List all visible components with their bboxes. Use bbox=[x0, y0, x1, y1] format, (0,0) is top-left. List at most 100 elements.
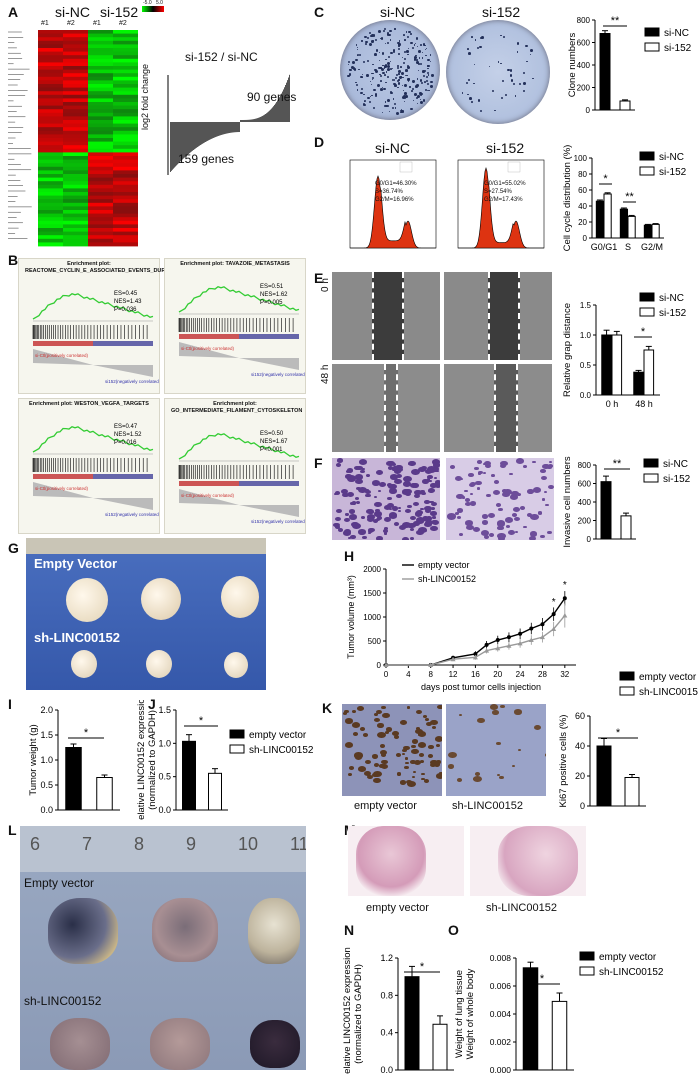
colony-dot bbox=[372, 106, 376, 109]
stained-cell bbox=[544, 503, 549, 507]
heatmap-cell bbox=[113, 109, 138, 114]
gsea-title: Enrichment plot: GO_INTERMEDIATE_FILAMEN… bbox=[171, 401, 303, 414]
fold-change-bar bbox=[191, 122, 192, 152]
colony-dot bbox=[474, 38, 477, 41]
stained-cell bbox=[456, 508, 464, 513]
colony-dot bbox=[416, 94, 420, 98]
colony-dot bbox=[429, 60, 432, 63]
heatmap-cell bbox=[88, 206, 113, 211]
colony-dot bbox=[356, 83, 359, 86]
stained-cell bbox=[416, 516, 425, 523]
heatmap-cell bbox=[63, 235, 88, 240]
stained-cell bbox=[526, 513, 532, 517]
colony-dot bbox=[406, 31, 408, 33]
heatmap-cell bbox=[113, 202, 138, 207]
colony-dot bbox=[471, 101, 473, 103]
stained-cell bbox=[362, 733, 368, 737]
fold-change-title: si-152 / si-NC bbox=[185, 50, 258, 64]
colony-dot bbox=[356, 46, 358, 48]
colony-dot bbox=[382, 71, 385, 74]
stained-cell bbox=[395, 753, 402, 758]
stained-cell bbox=[379, 750, 387, 756]
y-axis-label-2: (normalized to GAPDH) bbox=[353, 964, 364, 1064]
stained-cell bbox=[409, 516, 416, 521]
fold-change-bar bbox=[196, 122, 197, 148]
heatmap-cell bbox=[38, 148, 63, 153]
wound-bar-chart: 0.0 0.5 1.0 1.5 Relative grap distance 0 h 48 … bbox=[562, 292, 687, 409]
stained-cell bbox=[519, 506, 525, 510]
heatmap-cell bbox=[38, 210, 63, 214]
significance-mark: * bbox=[84, 727, 89, 739]
colony-dot bbox=[370, 40, 374, 44]
heatmap-cell bbox=[63, 148, 88, 153]
stained-cell bbox=[541, 463, 550, 470]
significance-mark: ** bbox=[625, 191, 634, 203]
stained-cell bbox=[410, 748, 419, 755]
heatmap-cell bbox=[38, 33, 63, 38]
heatmap-cell bbox=[63, 30, 88, 34]
stat-line: S=27.54% bbox=[484, 189, 512, 195]
y-axis-label: Relative LINC00152 expression bbox=[136, 700, 147, 820]
heatmap-cell bbox=[88, 116, 113, 121]
stained-cell bbox=[472, 526, 480, 532]
legend-swatch bbox=[644, 27, 660, 37]
stained-cell bbox=[493, 480, 499, 485]
y-tick-label: 2.0 bbox=[40, 705, 53, 715]
heatmap-cell bbox=[113, 206, 138, 211]
heatmap-cell bbox=[113, 102, 138, 106]
fold-change-bar bbox=[244, 119, 245, 122]
stained-cell bbox=[344, 532, 348, 535]
heatmap-cell bbox=[113, 62, 138, 67]
bar bbox=[620, 515, 632, 540]
data-point bbox=[495, 645, 501, 651]
colony-dot bbox=[387, 56, 391, 59]
heatmap-cell bbox=[63, 184, 88, 189]
heatmap-cell bbox=[63, 217, 88, 222]
ki67-label-empty: empty vector bbox=[354, 800, 417, 812]
heatmap-cell bbox=[88, 109, 113, 114]
fold-change-bar bbox=[248, 119, 249, 122]
stained-cell bbox=[410, 528, 415, 532]
y-tick-label: 1.0 bbox=[40, 755, 53, 765]
colony-dot bbox=[417, 70, 419, 72]
colony-dot bbox=[532, 78, 534, 80]
stained-cell bbox=[532, 460, 536, 463]
fold-change-bar bbox=[231, 122, 232, 133]
stained-cell bbox=[416, 529, 424, 535]
y-axis-label: Tumor weight (g) bbox=[28, 724, 39, 795]
significance-mark: * bbox=[563, 580, 567, 591]
y-tick-label: 800 bbox=[577, 16, 591, 25]
colony-dot bbox=[364, 104, 367, 107]
fold-change-bar bbox=[233, 122, 234, 133]
colony-dot bbox=[355, 58, 358, 61]
colony-dot bbox=[425, 75, 429, 78]
stained-cell bbox=[377, 516, 382, 520]
fold-change-bar bbox=[278, 98, 279, 122]
heatmap-cell bbox=[113, 228, 138, 232]
ranked-metric bbox=[33, 349, 153, 377]
colony-dot bbox=[347, 74, 350, 78]
stained-cell bbox=[460, 478, 464, 481]
stained-cell bbox=[371, 754, 379, 759]
data-point bbox=[529, 626, 534, 631]
pos-corr-label: si-Ctl(positively correlated) bbox=[181, 346, 235, 351]
legend-label: sh-LINC00152 bbox=[599, 967, 664, 978]
stained-cell bbox=[458, 532, 463, 536]
stained-cell bbox=[344, 718, 353, 724]
stained-cell bbox=[506, 524, 511, 528]
heatmap-cell bbox=[88, 228, 113, 232]
colony-dot bbox=[405, 69, 408, 72]
colony-dot bbox=[426, 65, 429, 68]
colony-dot bbox=[402, 89, 405, 91]
stained-cell bbox=[388, 484, 396, 490]
colony-dot bbox=[427, 74, 430, 76]
stained-cell bbox=[397, 509, 401, 513]
stained-cell bbox=[335, 463, 342, 468]
colony-bar-chart: 0 200 400 600 800 Clone numbers ** si-NC si-152 bbox=[567, 15, 692, 115]
colony-dot bbox=[467, 48, 469, 50]
colony-dot bbox=[369, 45, 371, 47]
stained-cell bbox=[356, 487, 361, 491]
ruler-number: 9 bbox=[186, 834, 197, 854]
heatmap-cell bbox=[113, 170, 138, 175]
stained-cell bbox=[377, 489, 382, 492]
